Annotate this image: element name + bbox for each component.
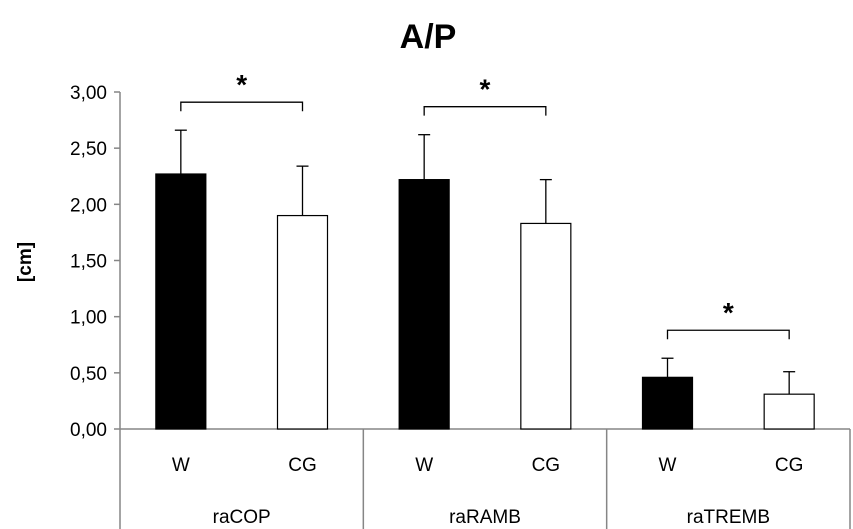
bar-category-label: CG (288, 455, 317, 476)
significance-star: * (723, 297, 734, 328)
bars (155, 173, 815, 430)
y-tick-label: 2,50 (70, 139, 107, 160)
y-tick-label: 2,00 (70, 195, 107, 216)
group-label: raTREMB (687, 507, 770, 528)
chart-title: A/P (400, 18, 457, 56)
bar (520, 222, 572, 430)
category-labels: W CG raCOP W CG raRAMB W CG raTREMB (172, 455, 804, 528)
y-tick-label: 1,00 (70, 308, 107, 329)
y-tick-labels: 0,00 0,50 1,00 1,50 2,00 2,50 3,00 (70, 83, 107, 441)
y-tick-label: 3,00 (70, 83, 107, 104)
significance-bracket (666, 329, 790, 340)
y-tick-label: 0,00 (70, 420, 107, 441)
y-axis-label: [cm] (15, 242, 36, 282)
bar (276, 214, 329, 430)
bar-category-label: CG (532, 455, 561, 476)
bar (155, 173, 207, 430)
significance-brackets: * * * (180, 69, 790, 340)
bar (398, 179, 450, 430)
bar (641, 376, 694, 430)
bar (763, 393, 815, 430)
significance-star: * (480, 74, 491, 105)
error-bars (174, 129, 796, 395)
bar-category-label: W (659, 455, 677, 476)
bar-category-label: W (172, 455, 190, 476)
significance-bracket (180, 101, 304, 112)
y-tick-label: 1,50 (70, 252, 107, 273)
axes (114, 91, 851, 529)
group-label: raRAMB (449, 507, 521, 528)
significance-star: * (236, 69, 247, 100)
significance-bracket (423, 106, 547, 116)
group-label: raCOP (213, 507, 271, 528)
bar-category-label: W (415, 455, 433, 476)
bar-category-label: CG (775, 455, 804, 476)
y-tick-label: 0,50 (70, 364, 107, 385)
